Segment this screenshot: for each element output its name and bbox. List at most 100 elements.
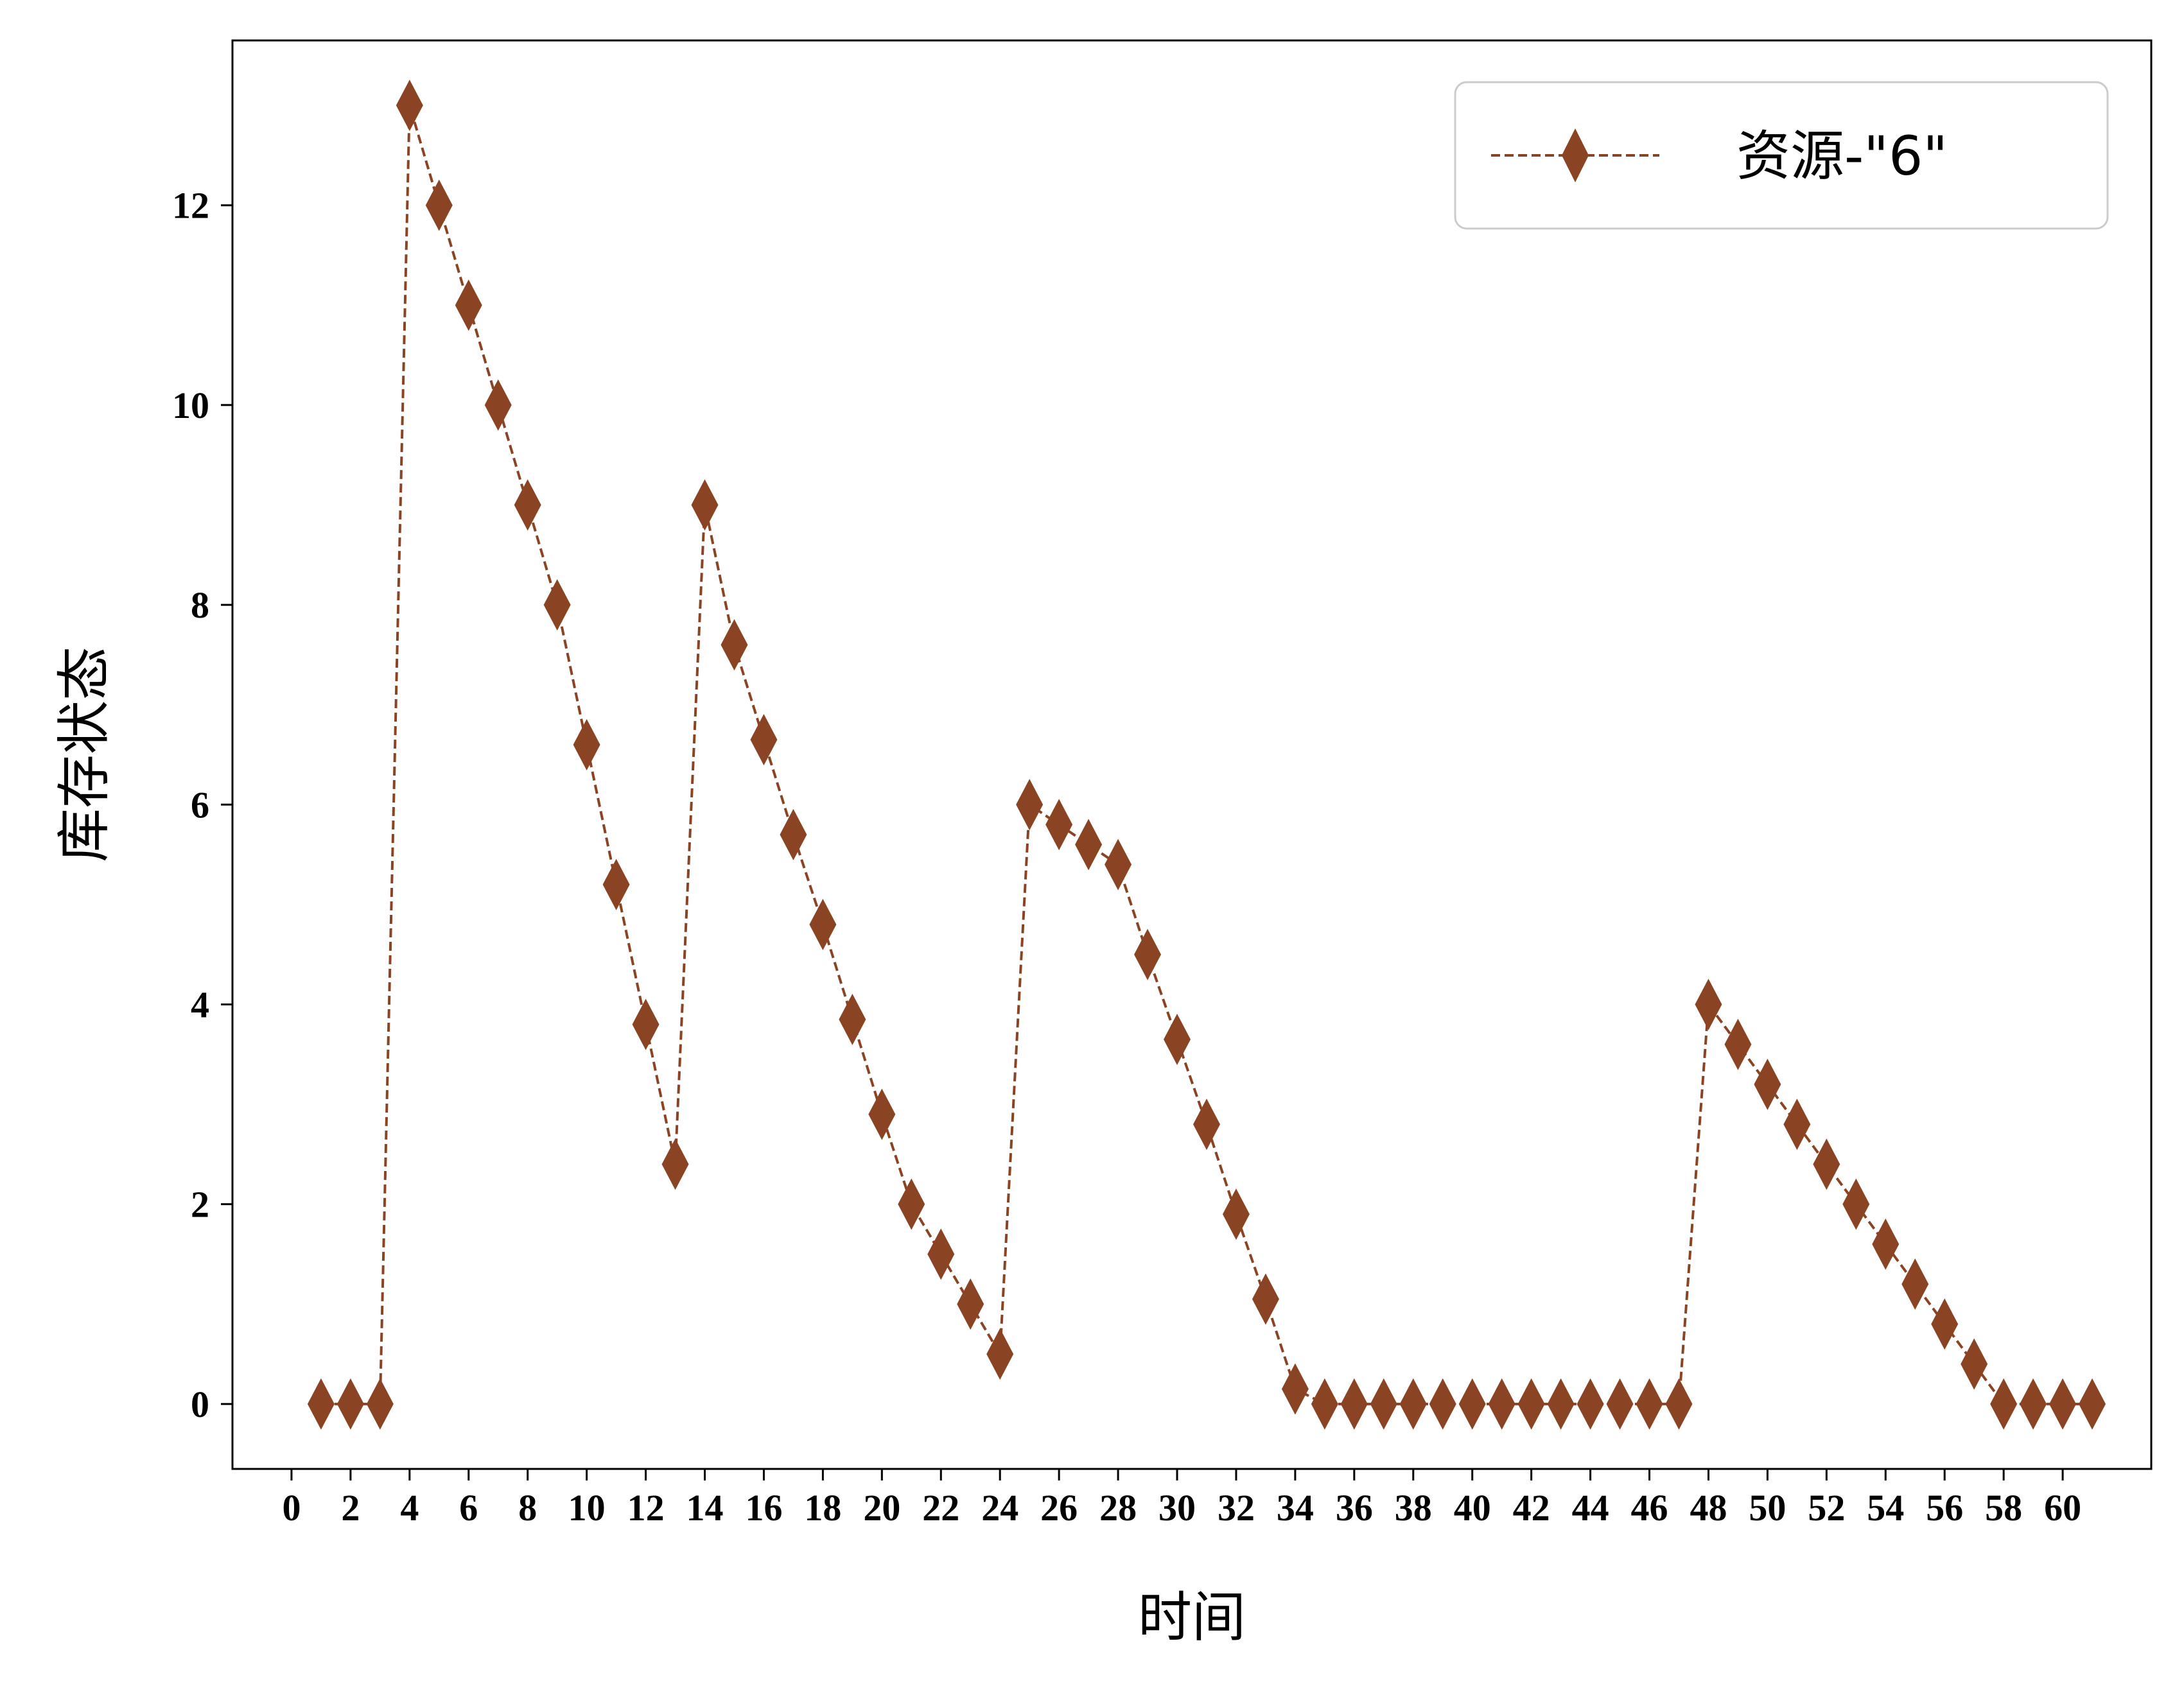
series-layer [307, 80, 2106, 1430]
data-point [543, 579, 571, 631]
data-point [2020, 1378, 2047, 1430]
data-point [1724, 1018, 1752, 1070]
data-point [396, 80, 423, 132]
legend: 资源-"6" [1454, 81, 2109, 230]
y-tick-label: 10 [172, 385, 209, 426]
data-point [1281, 1363, 1309, 1415]
data-point [1488, 1378, 1516, 1430]
data-point [1075, 819, 1103, 871]
data-point [1547, 1378, 1575, 1430]
data-point [514, 479, 541, 531]
data-point [750, 714, 778, 766]
y-tick-label: 0 [191, 1384, 209, 1425]
data-point [455, 279, 482, 331]
data-point [2049, 1378, 2077, 1430]
x-tick-label: 58 [1985, 1487, 2022, 1529]
x-tick-label: 50 [1749, 1487, 1786, 1529]
x-tick-label: 18 [804, 1487, 841, 1529]
x-tick-label: 44 [1572, 1487, 1609, 1529]
legend-marker [1562, 128, 1589, 182]
data-point [573, 718, 600, 770]
x-axis-ticks: 0 2 4 6 8 10 12 14 16 18 20 22 24 26 28 30 32 34 36 38 40 42 4… [282, 1469, 2081, 1529]
data-point [1340, 1378, 1368, 1430]
data-point [691, 479, 719, 531]
data-point [1872, 1218, 1900, 1270]
data-point [1636, 1378, 1663, 1430]
data-point [1754, 1058, 1781, 1110]
data-point [809, 899, 837, 951]
x-tick-label: 32 [1218, 1487, 1255, 1529]
x-tick-label: 14 [686, 1487, 724, 1529]
x-tick-label: 40 [1454, 1487, 1491, 1529]
data-point [602, 858, 630, 910]
data-point [1665, 1378, 1693, 1430]
data-point [1577, 1378, 1604, 1430]
data-point [1192, 1098, 1220, 1150]
data-point [839, 993, 866, 1045]
x-tick-label: 4 [400, 1487, 419, 1529]
data-point [986, 1328, 1014, 1380]
data-point [780, 808, 807, 860]
x-tick-label: 38 [1395, 1487, 1432, 1529]
data-point [1399, 1378, 1427, 1430]
data-point [1311, 1378, 1338, 1430]
data-point [1517, 1378, 1545, 1430]
data-point [366, 1378, 394, 1430]
data-point [1901, 1258, 1929, 1310]
x-tick-label: 16 [745, 1487, 782, 1529]
x-tick-label: 20 [863, 1487, 900, 1529]
data-point [898, 1178, 925, 1230]
data-point [425, 179, 453, 231]
y-axis-label: 库存状态 [53, 647, 116, 862]
data-point [336, 1378, 364, 1430]
x-tick-label: 46 [1631, 1487, 1668, 1529]
data-point [307, 1378, 335, 1430]
data-point [957, 1278, 984, 1330]
data-point [1134, 928, 1162, 980]
x-tick-label: 26 [1040, 1487, 1078, 1529]
x-tick-label: 6 [459, 1487, 478, 1529]
y-tick-label: 8 [191, 584, 209, 626]
data-point [2079, 1378, 2106, 1430]
data-point [1842, 1178, 1870, 1230]
legend-label: 资源-"6" [1736, 125, 1948, 187]
x-axis-label: 时间 [1138, 1586, 1246, 1649]
data-point [1045, 799, 1073, 851]
x-tick-label: 10 [568, 1487, 606, 1529]
y-tick-label: 4 [191, 984, 209, 1025]
data-point [1105, 838, 1132, 890]
data-point [1606, 1378, 1634, 1430]
data-point [1931, 1298, 1959, 1350]
y-axis-ticks: 0 2 4 6 8 10 12 [172, 185, 232, 1425]
data-point [927, 1228, 955, 1280]
data-point [1458, 1378, 1486, 1430]
data-point [1813, 1138, 1840, 1190]
x-tick-label: 24 [981, 1487, 1018, 1529]
x-tick-label: 28 [1099, 1487, 1137, 1529]
x-tick-label: 42 [1513, 1487, 1550, 1529]
data-point [1695, 978, 1722, 1030]
y-tick-label: 12 [172, 185, 209, 227]
x-tick-label: 36 [1336, 1487, 1373, 1529]
data-point [868, 1088, 896, 1140]
data-point [1164, 1013, 1191, 1065]
plot-frame [231, 39, 2153, 1470]
x-tick-label: 22 [922, 1487, 959, 1529]
x-tick-label: 0 [282, 1487, 301, 1529]
data-point [484, 379, 512, 431]
data-point [1370, 1378, 1397, 1430]
data-point [1783, 1098, 1811, 1150]
x-tick-label: 54 [1867, 1487, 1904, 1529]
x-tick-label: 8 [518, 1487, 537, 1529]
x-tick-label: 56 [1926, 1487, 1963, 1529]
data-point [632, 998, 660, 1050]
x-tick-label: 52 [1808, 1487, 1845, 1529]
y-tick-label: 6 [191, 784, 209, 826]
x-tick-label: 48 [1690, 1487, 1727, 1529]
data-point [721, 619, 748, 671]
x-tick-label: 12 [627, 1487, 665, 1529]
legend-box [1454, 81, 2109, 230]
x-tick-label: 60 [2044, 1487, 2081, 1529]
y-tick-label: 2 [191, 1184, 209, 1226]
